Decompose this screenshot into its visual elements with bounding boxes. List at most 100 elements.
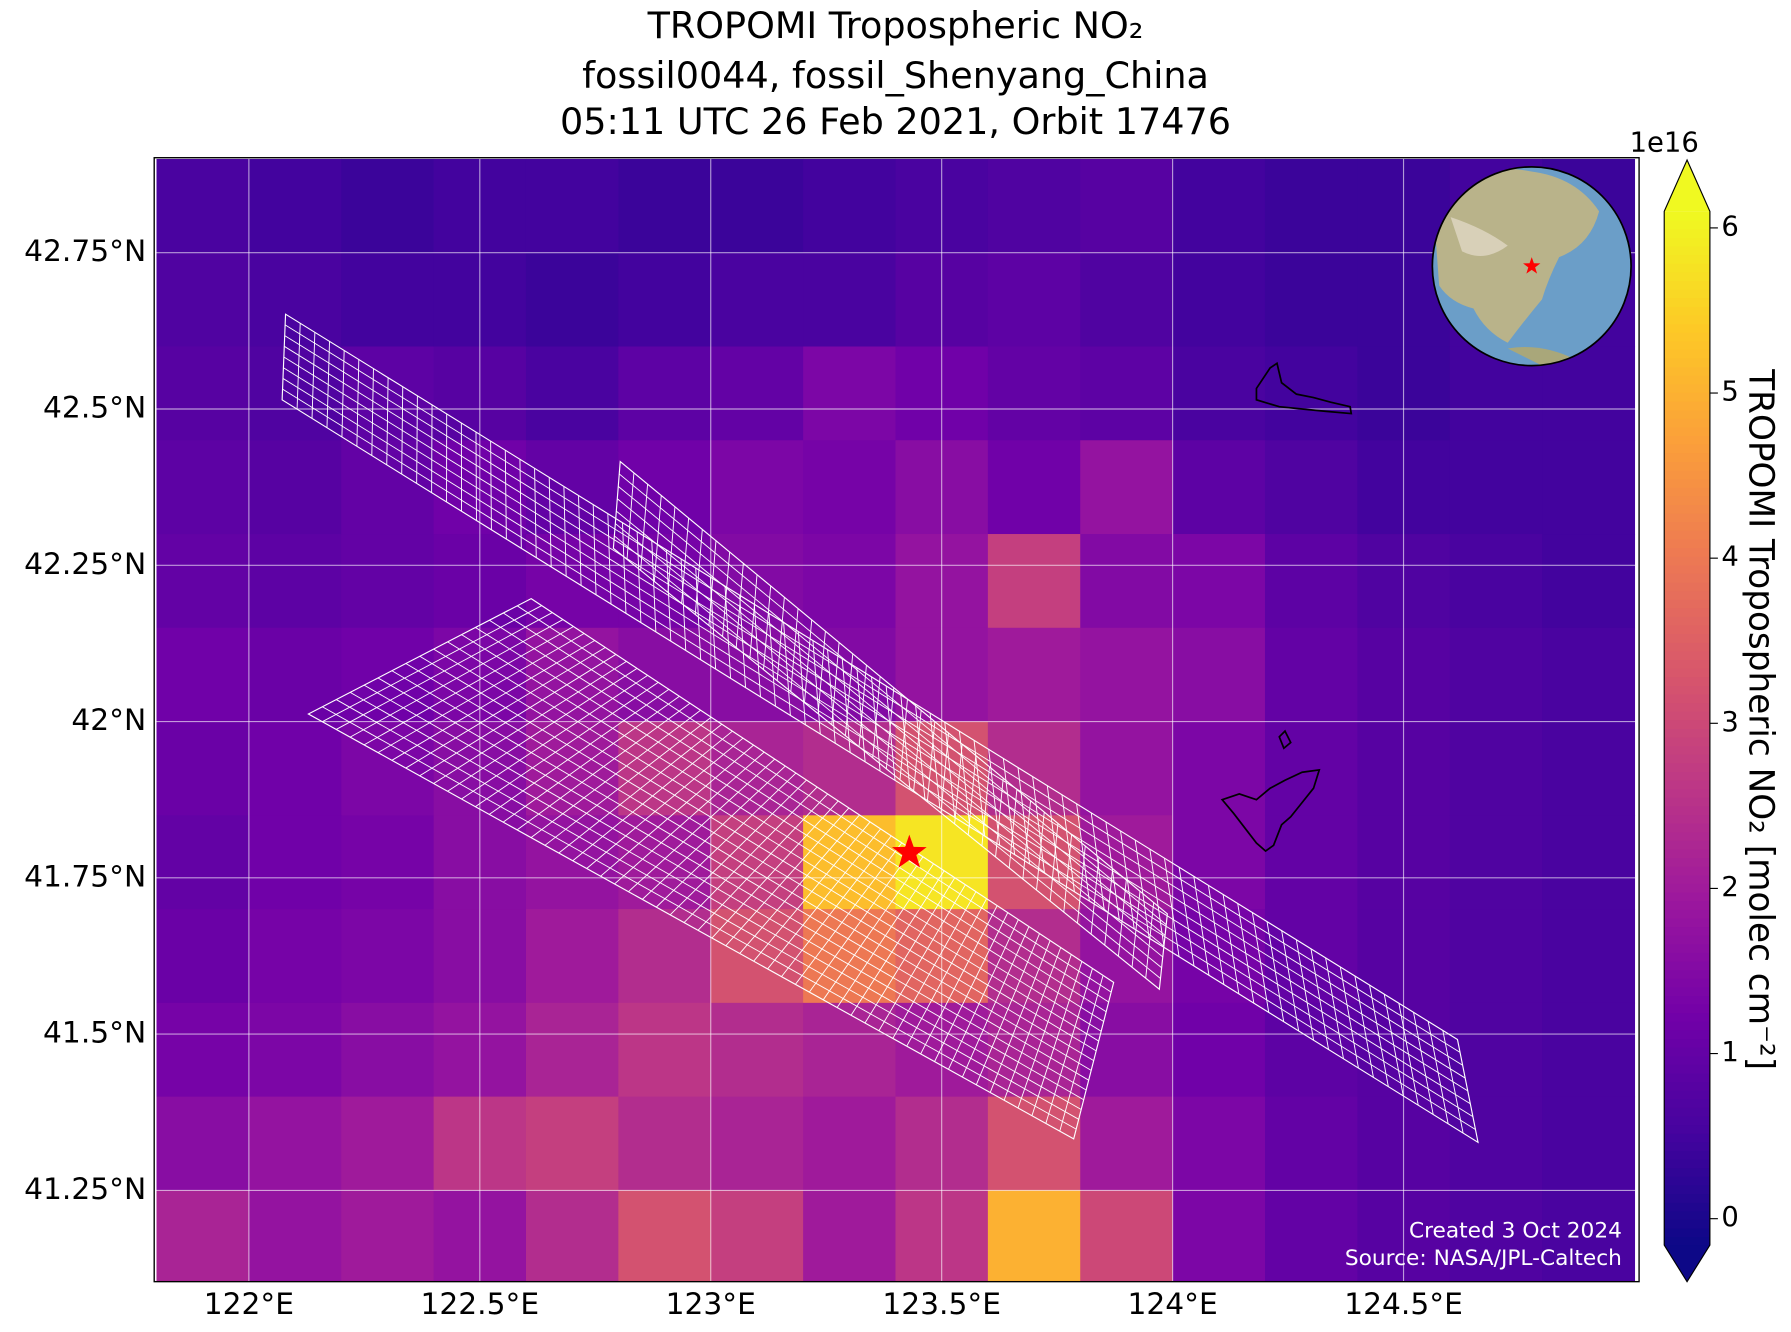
colorbar: 0 1 2 3 4 5 6 1e16 TROPOMI Tropospheric NO₂ [mol… bbox=[1630, 128, 1781, 1283]
cell bbox=[1264, 721, 1358, 816]
colorbar-swatch bbox=[1664, 530, 1710, 540]
colorbar-swatch bbox=[1664, 504, 1710, 514]
swath-line bbox=[616, 510, 1164, 958]
cell bbox=[1264, 1002, 1358, 1098]
cell bbox=[987, 440, 1081, 535]
colorbar-tick-label: 0 bbox=[1721, 1202, 1738, 1233]
colorbar-swatch bbox=[1664, 1072, 1710, 1083]
cell bbox=[156, 909, 250, 1004]
colorbar-swatch bbox=[1664, 995, 1710, 1005]
colorbar-swatch bbox=[1664, 909, 1710, 919]
colorbar-tick-label: 1 bbox=[1721, 1037, 1738, 1068]
colorbar-swatch bbox=[1664, 1038, 1710, 1048]
swath-line bbox=[284, 335, 1463, 1066]
colorbar-swatch bbox=[1664, 848, 1710, 859]
cell bbox=[1172, 158, 1266, 254]
colorbar-label: TROPOMI Tropospheric NO₂ [molec cm⁻²] bbox=[1741, 368, 1781, 1070]
swath-line bbox=[940, 732, 949, 813]
swath-line bbox=[995, 778, 1004, 858]
cell bbox=[341, 534, 435, 629]
swath-line bbox=[681, 518, 690, 604]
colorbar-swatch bbox=[1664, 1133, 1710, 1143]
colorbar-swatch bbox=[1664, 952, 1710, 962]
cell bbox=[1080, 815, 1174, 910]
swath-line bbox=[489, 619, 1107, 1013]
colorbar-swatch bbox=[1664, 1219, 1710, 1229]
cell bbox=[248, 1002, 342, 1098]
cell bbox=[341, 627, 435, 723]
colorbar-swatch bbox=[1664, 891, 1710, 902]
swath-line bbox=[322, 706, 1077, 1130]
colorbar-swatch bbox=[1664, 607, 1710, 617]
swath-line bbox=[1090, 857, 1100, 935]
colorbar-swatch bbox=[1664, 633, 1710, 643]
cell bbox=[341, 1002, 435, 1098]
credit: Created 3 Oct 2024 bbox=[1409, 1218, 1622, 1243]
cell bbox=[1449, 909, 1543, 1004]
colorbar-swatch bbox=[1664, 573, 1710, 583]
colorbar-swatch bbox=[1664, 719, 1710, 729]
cell bbox=[248, 815, 342, 910]
colorbar-swatch bbox=[1664, 616, 1710, 626]
colorbar-swatch bbox=[1664, 866, 1710, 876]
cell bbox=[248, 909, 342, 1004]
swath-line bbox=[1077, 845, 1086, 924]
cell bbox=[525, 534, 619, 629]
colorbar-swatch bbox=[1664, 814, 1710, 824]
swath-line bbox=[1145, 902, 1155, 979]
cell bbox=[987, 158, 1081, 254]
colorbar-swatch bbox=[1664, 943, 1710, 953]
cell bbox=[1080, 1002, 1174, 1098]
cell bbox=[156, 158, 250, 254]
cell bbox=[1172, 440, 1266, 535]
title-line: fossil0044, fossil_Shenyang_China bbox=[582, 54, 1209, 97]
cell bbox=[1080, 346, 1174, 441]
colorbar-swatch bbox=[1664, 1029, 1710, 1040]
colorbar-swatch bbox=[1664, 280, 1710, 290]
cell bbox=[1264, 627, 1358, 723]
cell bbox=[156, 440, 250, 535]
colorbar-swatch bbox=[1664, 254, 1710, 264]
colorbar-swatch bbox=[1664, 667, 1710, 678]
swath-outline bbox=[307, 597, 1115, 1140]
colorbar-swatch bbox=[1664, 220, 1710, 230]
swath-line bbox=[926, 721, 936, 802]
cell bbox=[1080, 158, 1174, 254]
cell bbox=[341, 252, 435, 348]
cell bbox=[1264, 346, 1358, 441]
title-line: TROPOMI Tropospheric NO₂ bbox=[647, 4, 1144, 47]
credit: Source: NASA/JPL-Caltech bbox=[1345, 1246, 1622, 1271]
cell bbox=[1080, 252, 1174, 348]
cell bbox=[1264, 252, 1358, 348]
swath-line bbox=[913, 710, 922, 791]
colorbar-swatch bbox=[1664, 736, 1710, 747]
colorbar-swatch bbox=[1664, 779, 1710, 790]
colorbar-swatch bbox=[1664, 349, 1710, 359]
colorbar-swatch bbox=[1664, 461, 1710, 471]
swath-line bbox=[804, 619, 813, 703]
swath-line bbox=[981, 766, 990, 847]
colorbar-swatch bbox=[1664, 1202, 1710, 1212]
x-tick-label: 122.5°E bbox=[421, 1287, 540, 1322]
swath-line bbox=[844, 653, 854, 736]
colorbar-tick-label: 4 bbox=[1721, 542, 1738, 573]
colorbar-swatch bbox=[1664, 917, 1710, 928]
colorbar-swatch bbox=[1664, 392, 1710, 402]
cell bbox=[341, 909, 435, 1004]
cell bbox=[1542, 721, 1636, 816]
cell bbox=[618, 346, 712, 441]
cell bbox=[987, 627, 1081, 723]
colorbar-swatch bbox=[1664, 754, 1710, 764]
cell bbox=[1172, 1096, 1266, 1191]
cell bbox=[248, 158, 342, 254]
cell bbox=[1542, 1190, 1636, 1282]
colorbar-swatch bbox=[1664, 297, 1710, 307]
cell bbox=[1449, 440, 1543, 535]
cell bbox=[1449, 1002, 1543, 1098]
colorbar-extend bbox=[1664, 1245, 1710, 1282]
cell bbox=[710, 440, 804, 535]
colorbar-swatch bbox=[1664, 1003, 1710, 1014]
colorbar-swatch bbox=[1664, 599, 1710, 609]
colorbar-swatch bbox=[1664, 1193, 1710, 1203]
